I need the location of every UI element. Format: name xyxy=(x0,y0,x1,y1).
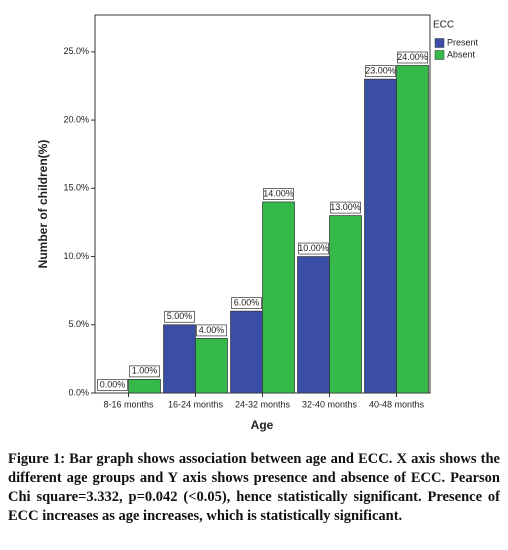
data-label-box xyxy=(164,310,195,323)
bar xyxy=(195,338,228,394)
x-tick-label: 40-48 months xyxy=(369,399,425,409)
y-tick-label: 25.0% xyxy=(63,46,89,56)
data-label: 10.00% xyxy=(298,243,329,253)
data-label: 0.00% xyxy=(100,379,126,389)
x-tick-label: 24-32 months xyxy=(235,399,291,409)
legend-label: Absent xyxy=(447,49,476,59)
legend-swatch xyxy=(434,38,445,48)
data-label: 5.00% xyxy=(167,311,193,321)
chart: Age Number of children(%) ECC 0.0% 5.0% 10… xyxy=(36,14,479,432)
caption: Figure 1: Bar graph shows association be… xyxy=(8,451,500,524)
bar xyxy=(396,65,429,394)
data-label-box xyxy=(129,365,160,378)
x-tick-label: 32-40 months xyxy=(302,399,358,409)
y-tick-label: 5.0% xyxy=(68,319,89,329)
legend-swatch xyxy=(434,50,445,60)
data-label: 13.00% xyxy=(330,202,361,212)
legend-label: Present xyxy=(447,37,479,47)
bar xyxy=(128,379,161,394)
y-tick-label: 15.0% xyxy=(63,183,89,193)
bar xyxy=(163,324,196,394)
bar xyxy=(329,215,362,394)
data-label: 1.00% xyxy=(132,366,158,376)
y-tick-label: 0.0% xyxy=(68,387,89,397)
bar xyxy=(364,78,397,394)
data-label: 14.00% xyxy=(263,188,294,198)
data-label-box xyxy=(196,324,227,337)
data-label-box xyxy=(330,201,361,214)
data-label: 24.00% xyxy=(397,52,428,62)
data-label-box xyxy=(298,242,329,255)
x-axis-label: Age xyxy=(251,418,274,432)
legend-title: ECC xyxy=(433,20,454,31)
bar xyxy=(262,201,295,394)
data-label-box xyxy=(365,65,396,77)
y-tick-label: 10.0% xyxy=(63,251,89,261)
bar xyxy=(297,256,330,394)
y-axis-label: Number of children(%) xyxy=(36,140,50,269)
data-label-box xyxy=(397,51,428,64)
data-label-box xyxy=(263,188,294,200)
data-label-box xyxy=(97,379,128,391)
data-label-box xyxy=(231,297,262,309)
data-label: 6.00% xyxy=(234,297,260,307)
x-tick-label: 16-24 months xyxy=(168,399,224,409)
data-label: 23.00% xyxy=(365,66,396,76)
y-tick-label: 20.0% xyxy=(63,114,89,124)
bar xyxy=(230,310,263,394)
x-tick-label: 8-16 months xyxy=(103,399,154,409)
data-label: 4.00% xyxy=(199,325,225,335)
